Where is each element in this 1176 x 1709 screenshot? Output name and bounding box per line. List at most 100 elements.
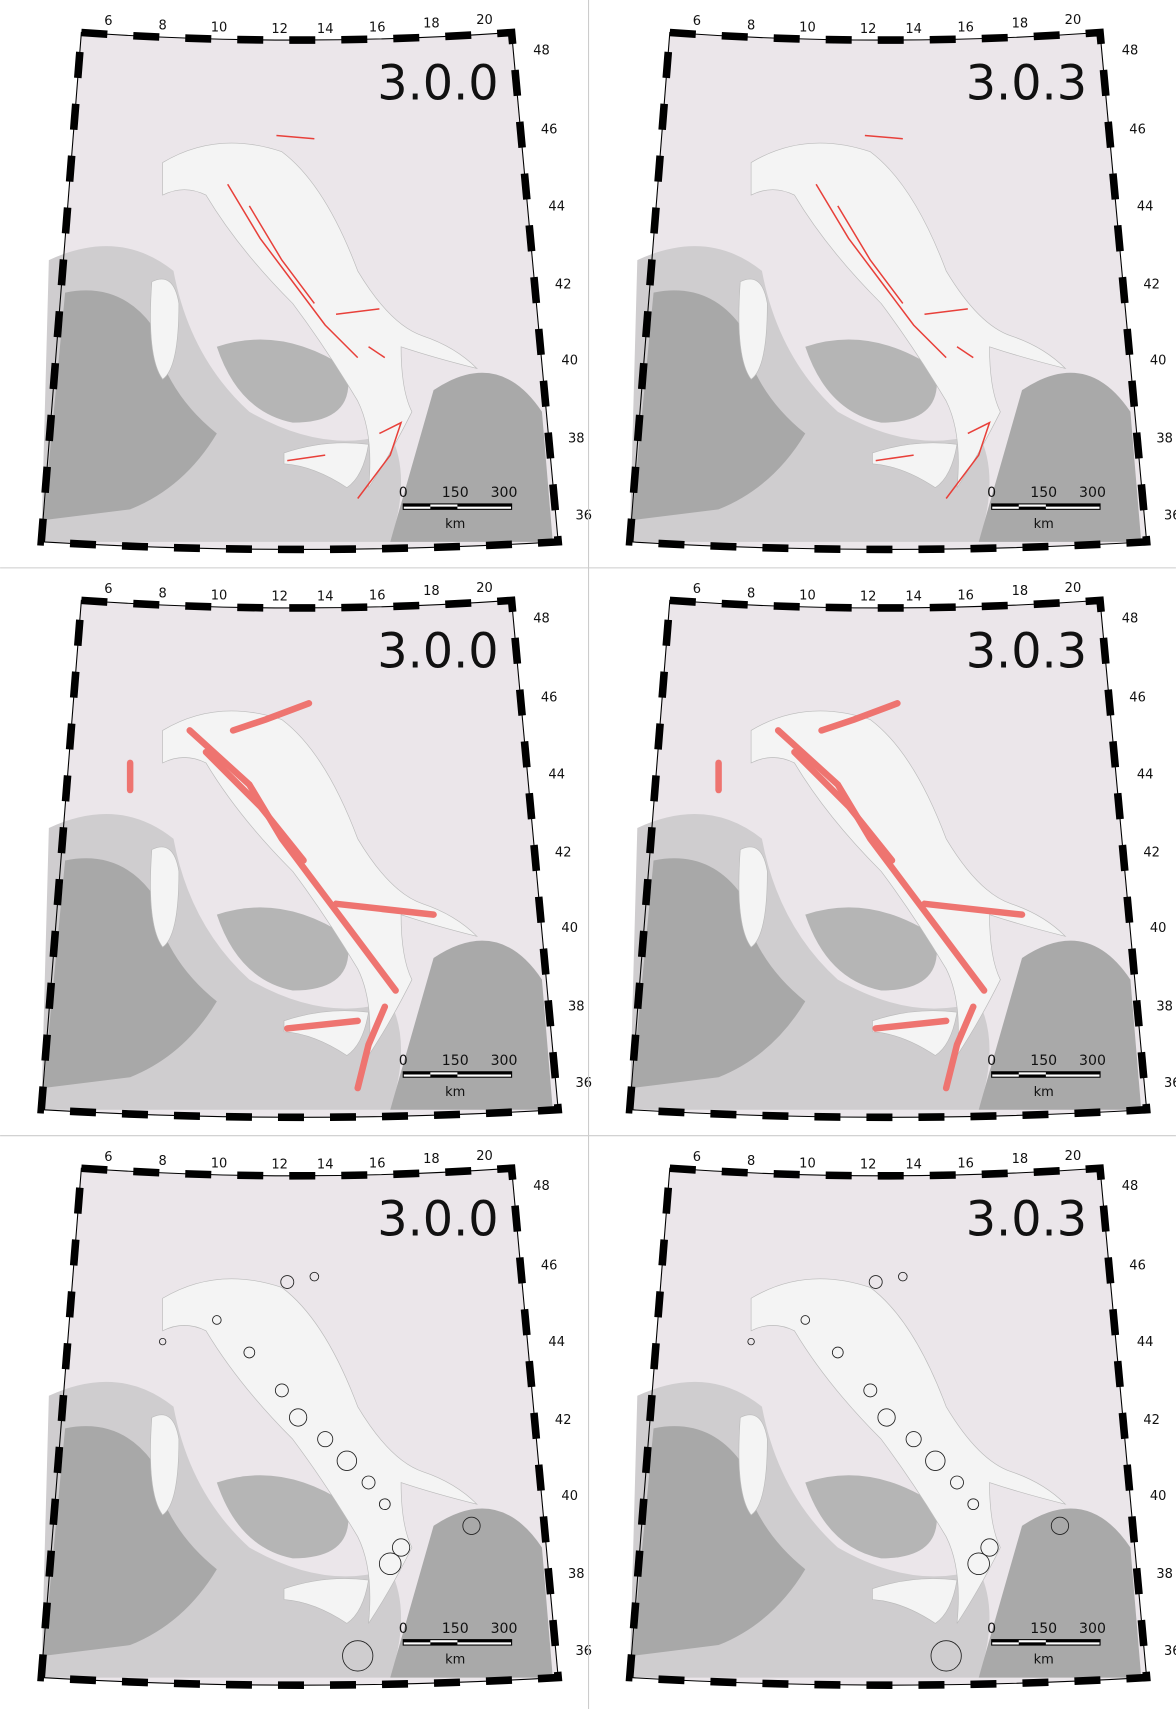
scale-label: 0 <box>987 485 996 501</box>
lon-tick-label: 10 <box>211 21 228 36</box>
scale-label: 0 <box>399 485 408 501</box>
lat-tick-label: 44 <box>548 199 565 214</box>
lon-tick-label: 10 <box>211 589 228 604</box>
scale-label: 300 <box>491 485 518 501</box>
lon-tick-label: 18 <box>1012 16 1029 31</box>
scale-bar-segment <box>1046 504 1100 507</box>
version-label: 3.0.0 <box>377 1192 498 1247</box>
scale-label: 150 <box>1030 1621 1057 1637</box>
lon-tick-label: 10 <box>799 1156 816 1171</box>
lon-tick-label: 12 <box>860 22 877 37</box>
lat-tick-label: 48 <box>533 43 550 58</box>
scale-bar-segment <box>430 1074 457 1077</box>
scale-bar-segment <box>992 504 1019 507</box>
lat-tick-label: 36 <box>576 1644 593 1659</box>
scale-label: 0 <box>399 1053 408 1069</box>
scale-bar-segment <box>1019 507 1046 510</box>
lon-tick-label: 6 <box>104 1150 112 1165</box>
lon-tick-label: 8 <box>159 586 167 601</box>
lat-tick-label: 42 <box>555 845 572 860</box>
lon-tick-label: 6 <box>693 1150 701 1165</box>
lon-tick-label: 20 <box>1065 1149 1082 1164</box>
lon-tick-label: 8 <box>159 1154 167 1169</box>
scale-unit: km <box>1034 1653 1054 1668</box>
scale-unit: km <box>1034 517 1054 532</box>
lat-tick-label: 38 <box>1156 999 1173 1014</box>
lat-tick-label: 46 <box>541 123 558 138</box>
lon-tick-label: 8 <box>159 19 167 34</box>
scale-bar-segment <box>1046 1640 1100 1643</box>
scale-bar-segment <box>457 1072 511 1075</box>
scale-bar-segment <box>457 504 511 507</box>
lon-tick-label: 6 <box>104 582 112 597</box>
lat-tick-label: 44 <box>548 767 565 782</box>
lon-tick-label: 16 <box>369 21 386 36</box>
scale-label: 300 <box>1079 1053 1106 1069</box>
version-label: 3.0.3 <box>966 625 1087 680</box>
scale-unit: km <box>1034 1085 1054 1100</box>
lat-tick-label: 38 <box>568 431 585 446</box>
lat-tick-label: 38 <box>568 1567 585 1582</box>
map-panel: 3.0.368101214161820484644424038360150300… <box>630 1149 1176 1685</box>
scale-label: 150 <box>442 1621 469 1637</box>
lon-tick-label: 8 <box>747 1154 755 1169</box>
lat-tick-label: 42 <box>555 1413 572 1428</box>
lon-tick-label: 8 <box>747 586 755 601</box>
scale-bar-segment <box>1046 1072 1100 1075</box>
lon-tick-label: 6 <box>104 14 112 29</box>
scale-bar-segment <box>992 1640 1019 1643</box>
scale-label: 0 <box>987 1621 996 1637</box>
scale-bar-segment <box>403 1640 430 1643</box>
lon-tick-label: 10 <box>211 1156 228 1171</box>
scale-label: 0 <box>399 1621 408 1637</box>
lon-tick-label: 18 <box>423 1152 440 1167</box>
lat-tick-label: 36 <box>1164 1644 1176 1659</box>
lon-tick-label: 20 <box>476 1149 493 1164</box>
lat-tick-label: 42 <box>555 278 572 293</box>
lat-tick-label: 36 <box>1164 1076 1176 1091</box>
lon-tick-label: 14 <box>905 590 922 605</box>
lon-tick-label: 12 <box>271 22 288 37</box>
lat-tick-label: 48 <box>533 1179 550 1194</box>
lon-tick-label: 10 <box>799 21 816 36</box>
lon-tick-label: 16 <box>957 589 974 604</box>
lat-tick-label: 48 <box>533 611 550 626</box>
lat-tick-label: 44 <box>1137 1335 1154 1350</box>
lat-tick-label: 48 <box>1122 611 1139 626</box>
scale-label: 150 <box>442 485 469 501</box>
lon-tick-label: 14 <box>905 1157 922 1172</box>
lon-tick-label: 18 <box>1012 584 1029 599</box>
scale-label: 300 <box>1079 1621 1106 1637</box>
version-label: 3.0.3 <box>966 1192 1087 1247</box>
scale-bar-segment <box>403 504 430 507</box>
scale-label: 150 <box>1030 485 1057 501</box>
lon-tick-label: 20 <box>476 13 493 28</box>
lon-tick-label: 12 <box>271 590 288 605</box>
version-label: 3.0.0 <box>377 625 498 680</box>
scale-unit: km <box>445 517 465 532</box>
map-panel: 3.0.368101214161820484644424038360150300… <box>630 581 1176 1117</box>
lat-tick-label: 46 <box>1129 690 1146 705</box>
lat-tick-label: 44 <box>548 1335 565 1350</box>
lat-tick-label: 40 <box>1150 1489 1167 1504</box>
lat-tick-label: 38 <box>568 999 585 1014</box>
lat-tick-label: 42 <box>1143 1413 1160 1428</box>
lon-tick-label: 16 <box>957 1156 974 1171</box>
lon-tick-label: 20 <box>1065 13 1082 28</box>
lon-tick-label: 20 <box>476 581 493 596</box>
lat-tick-label: 40 <box>1150 353 1167 368</box>
lon-tick-label: 12 <box>860 590 877 605</box>
scale-label: 0 <box>987 1053 996 1069</box>
lon-tick-label: 6 <box>693 582 701 597</box>
lon-tick-label: 14 <box>905 22 922 37</box>
lat-tick-label: 36 <box>576 1076 593 1091</box>
scale-bar-segment <box>1019 1642 1046 1645</box>
scale-label: 150 <box>442 1053 469 1069</box>
scale-unit: km <box>445 1653 465 1668</box>
lat-tick-label: 44 <box>1137 199 1154 214</box>
lon-tick-label: 16 <box>369 589 386 604</box>
lat-tick-label: 40 <box>561 353 578 368</box>
lon-tick-label: 18 <box>423 584 440 599</box>
